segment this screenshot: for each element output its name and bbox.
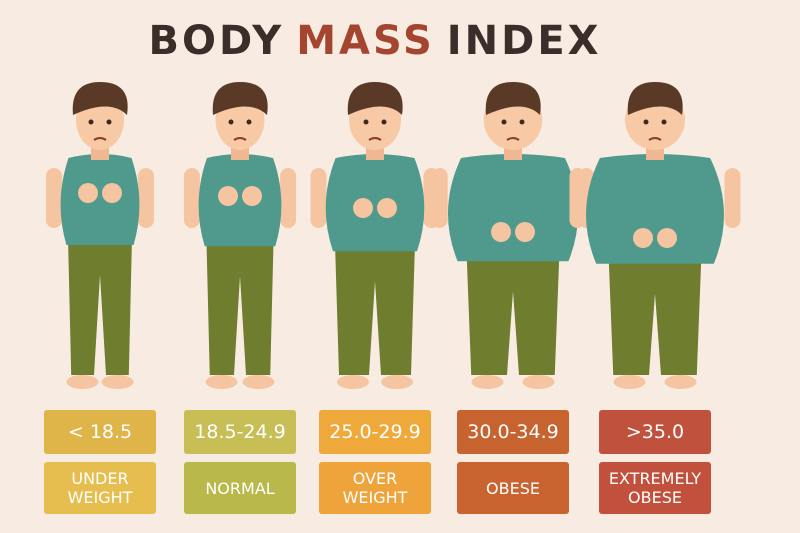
hand <box>242 186 262 206</box>
arm <box>138 168 154 228</box>
pants <box>608 255 702 375</box>
title-word: BODY <box>148 18 285 64</box>
foot <box>66 375 99 389</box>
foot <box>242 375 275 389</box>
eye <box>381 119 387 125</box>
eye <box>88 119 94 125</box>
eye <box>228 119 234 125</box>
hand <box>353 198 373 218</box>
hand <box>491 222 511 242</box>
mouth <box>648 137 662 141</box>
bmi-range: 18.5-24.9 <box>184 410 296 454</box>
bmi-label: OVER WEIGHT <box>319 462 431 514</box>
eye <box>246 119 252 125</box>
arm <box>569 168 586 228</box>
foot <box>381 375 413 389</box>
hand <box>657 228 677 248</box>
eye <box>106 119 112 125</box>
hand <box>218 186 238 206</box>
title: BODY MASS INDEX <box>0 18 750 64</box>
hand <box>515 222 535 242</box>
pants <box>68 237 132 375</box>
arm <box>183 168 200 228</box>
arm <box>724 168 741 228</box>
bmi-range: >35.0 <box>599 410 711 454</box>
bmi-label: OBESE <box>457 462 569 514</box>
hair <box>212 82 268 115</box>
eye <box>501 119 507 125</box>
bmi-range: 25.0-29.9 <box>319 410 431 454</box>
shirt <box>198 154 282 247</box>
bmi-label: NORMAL <box>184 462 296 514</box>
eye <box>643 119 649 125</box>
bmi-label: UNDER WEIGHT <box>44 462 156 514</box>
title-word: INDEX <box>446 18 602 64</box>
hair <box>627 82 683 115</box>
foot <box>101 375 134 389</box>
hair <box>72 82 128 115</box>
mouth <box>233 137 247 141</box>
hand <box>78 183 98 203</box>
foot <box>337 375 369 389</box>
arm <box>280 168 297 228</box>
title-word: MASS <box>296 18 435 64</box>
hand <box>377 198 397 218</box>
pants <box>206 238 274 375</box>
mouth <box>93 137 107 141</box>
hand <box>633 228 653 248</box>
foot <box>522 375 555 389</box>
bmi-label: EXTREMELY OBESE <box>599 462 711 514</box>
foot <box>471 375 504 389</box>
eye <box>363 119 369 125</box>
shirt <box>60 154 140 245</box>
eye <box>661 119 667 125</box>
arm <box>310 168 327 228</box>
shirt <box>586 154 724 264</box>
mouth <box>506 137 520 141</box>
foot <box>664 375 697 389</box>
arm <box>431 168 448 228</box>
arm <box>46 168 62 228</box>
hand <box>102 183 122 203</box>
hair <box>485 82 541 115</box>
bmi-range: 30.0-34.9 <box>457 410 569 454</box>
bmi-range: < 18.5 <box>44 410 156 454</box>
shirt <box>325 154 425 252</box>
foot <box>205 375 238 389</box>
eye <box>519 119 525 125</box>
mouth <box>368 137 382 141</box>
hair <box>347 82 403 115</box>
foot <box>613 375 646 389</box>
shirt <box>447 154 579 262</box>
pants <box>466 253 560 375</box>
pants <box>335 243 415 375</box>
